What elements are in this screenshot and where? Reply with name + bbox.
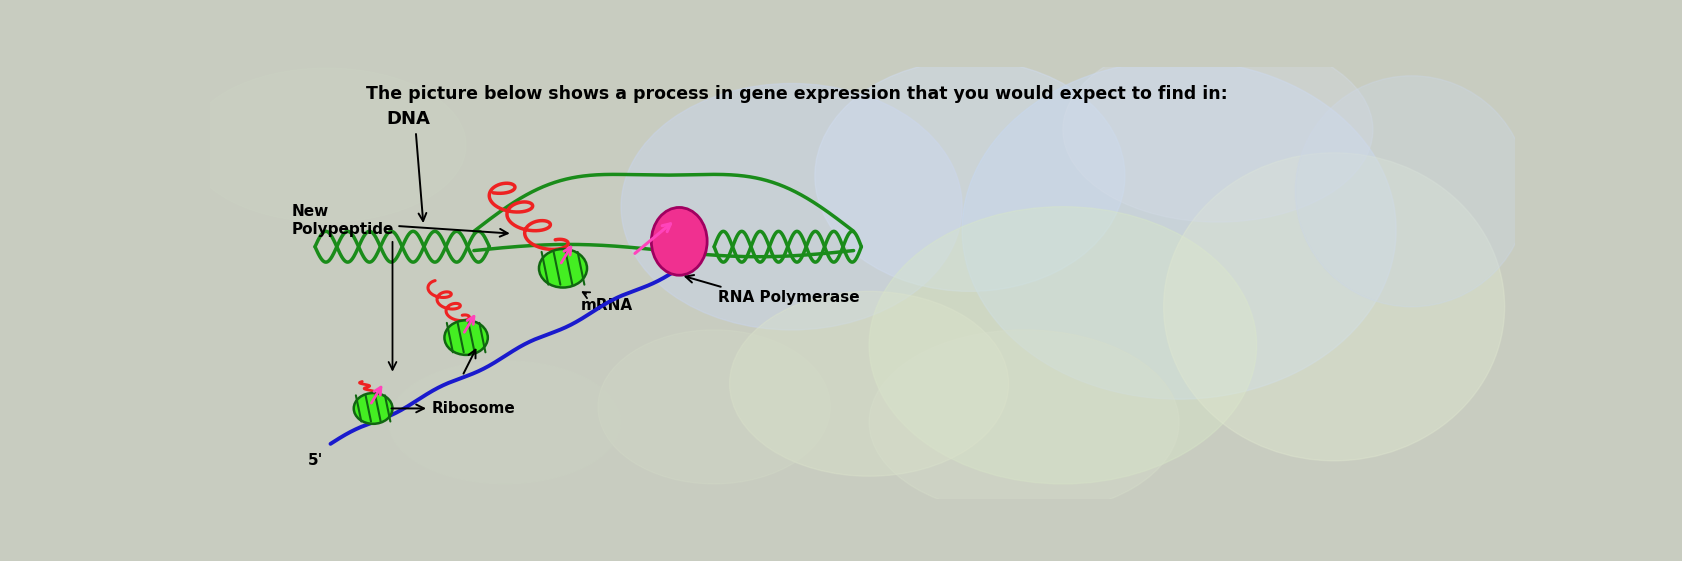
- Ellipse shape: [538, 249, 587, 288]
- Ellipse shape: [730, 291, 1008, 476]
- Ellipse shape: [1162, 153, 1504, 461]
- Text: RNA Polymerase: RNA Polymerase: [718, 290, 860, 305]
- Text: DNA: DNA: [385, 110, 429, 128]
- Text: 5': 5': [308, 453, 323, 468]
- Ellipse shape: [621, 84, 962, 330]
- Ellipse shape: [1295, 76, 1527, 307]
- Text: New
Polypeptide: New Polypeptide: [291, 204, 394, 237]
- Ellipse shape: [962, 61, 1396, 399]
- Text: The picture below shows a process in gene expression that you would expect to fi: The picture below shows a process in gen…: [367, 85, 1228, 103]
- Ellipse shape: [353, 393, 392, 424]
- Ellipse shape: [389, 361, 621, 484]
- Ellipse shape: [187, 68, 466, 222]
- Ellipse shape: [444, 320, 488, 355]
- Ellipse shape: [651, 208, 706, 275]
- Ellipse shape: [597, 330, 829, 484]
- Text: mRNA: mRNA: [580, 297, 632, 312]
- Ellipse shape: [868, 206, 1256, 484]
- Ellipse shape: [1063, 37, 1373, 222]
- Ellipse shape: [868, 330, 1179, 514]
- Text: Ribosome: Ribosome: [431, 401, 515, 416]
- Ellipse shape: [814, 61, 1124, 291]
